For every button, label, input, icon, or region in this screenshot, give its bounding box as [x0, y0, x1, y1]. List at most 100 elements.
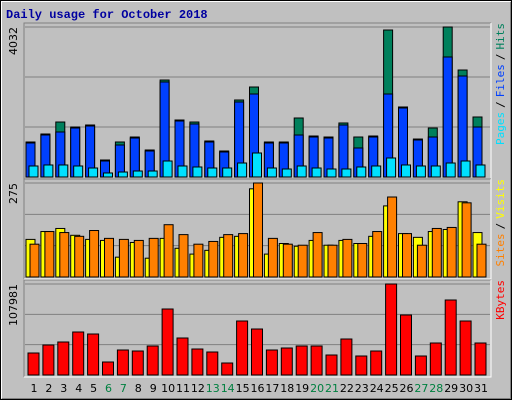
bar	[431, 227, 442, 278]
bar	[29, 243, 40, 278]
x-tick-label: 22	[340, 382, 354, 395]
bar	[265, 349, 278, 376]
bar	[178, 234, 189, 278]
bar	[44, 231, 55, 278]
legend-separator: /	[494, 54, 507, 61]
bar	[327, 244, 338, 278]
bar	[295, 345, 308, 376]
bar	[476, 243, 487, 278]
x-tick-label: 5	[90, 382, 97, 395]
bar	[146, 345, 159, 376]
legend-separator: /	[494, 101, 507, 108]
legend-entry: Sites	[494, 233, 507, 266]
x-tick-label: 3	[60, 382, 67, 395]
bar	[461, 202, 472, 278]
bar	[42, 344, 55, 376]
bar	[357, 243, 368, 278]
bar	[221, 362, 234, 376]
bar	[442, 56, 453, 178]
x-tick-label: 21	[325, 382, 339, 395]
bar	[385, 283, 398, 376]
panel-highlight	[24, 280, 492, 378]
legend: KBytes	[494, 280, 507, 320]
bar	[326, 168, 337, 178]
bar	[87, 333, 100, 376]
bar	[104, 237, 114, 278]
bar	[356, 166, 367, 178]
bar	[400, 314, 412, 376]
bar	[147, 170, 158, 178]
legend-entry: Hits	[494, 23, 507, 50]
bar	[73, 165, 84, 178]
bar	[414, 355, 427, 376]
legend-separator: /	[494, 223, 507, 230]
bar	[58, 164, 69, 178]
x-tick-label: 8	[135, 382, 142, 395]
bar	[387, 196, 398, 278]
panel-shadow	[23, 178, 491, 279]
bar	[445, 162, 456, 178]
x-tick-label: 1	[31, 382, 38, 395]
x-tick-label: 23	[355, 382, 369, 395]
bar	[208, 240, 219, 278]
x-tick-label: 30	[459, 382, 473, 395]
bar	[193, 243, 204, 278]
bar	[161, 308, 174, 376]
legend-entry: Files	[494, 64, 507, 97]
legend-entry: KBytes	[494, 280, 507, 320]
x-tick-label: 15	[236, 382, 250, 395]
bar	[475, 164, 486, 178]
bar	[402, 233, 412, 278]
bar	[416, 244, 427, 278]
x-tick-label: 18	[280, 382, 294, 395]
bar	[28, 165, 39, 178]
bar	[282, 243, 293, 278]
bar	[103, 172, 113, 178]
bar	[118, 238, 129, 278]
bar	[340, 338, 353, 376]
bar	[222, 167, 233, 178]
bar	[223, 234, 234, 278]
x-tick-label: 9	[150, 382, 157, 395]
bar	[236, 320, 249, 376]
x-tick-label: 4	[75, 382, 82, 395]
y-tick-label: 107981	[7, 284, 20, 326]
bar	[132, 170, 143, 178]
legend-entry: Pages	[494, 112, 507, 145]
x-tick-label: 14	[221, 382, 235, 395]
legend: Sites / Visits	[494, 179, 507, 267]
x-tick-label: 26	[400, 382, 414, 395]
panel-highlight	[24, 179, 492, 280]
bar	[325, 354, 338, 376]
bar	[371, 165, 382, 178]
bar	[429, 342, 442, 376]
x-tick-label: 27	[414, 382, 428, 395]
x-tick-label: 19	[295, 382, 309, 395]
bar	[459, 320, 472, 376]
bar	[116, 349, 129, 376]
bar	[251, 328, 263, 376]
bar	[238, 233, 249, 278]
bar	[162, 160, 173, 178]
x-tick-label: 11	[176, 382, 190, 395]
legend: Pages / Files / Hits	[494, 23, 507, 145]
bar	[281, 168, 292, 178]
bar	[88, 167, 99, 178]
bar	[444, 299, 457, 376]
bar	[474, 342, 487, 376]
bar	[72, 331, 85, 376]
bar	[148, 237, 159, 278]
x-tick-label: 10	[161, 382, 175, 395]
chart-title: Daily usage for October 2018	[6, 8, 208, 22]
bar	[191, 348, 204, 376]
bar	[342, 238, 353, 278]
bar	[117, 171, 128, 178]
bar	[131, 350, 144, 376]
bar	[74, 235, 85, 278]
x-tick-label: 2	[45, 382, 52, 395]
bar	[311, 167, 322, 178]
panel-shadow	[23, 22, 491, 179]
bar	[57, 341, 70, 376]
bar	[296, 165, 307, 178]
